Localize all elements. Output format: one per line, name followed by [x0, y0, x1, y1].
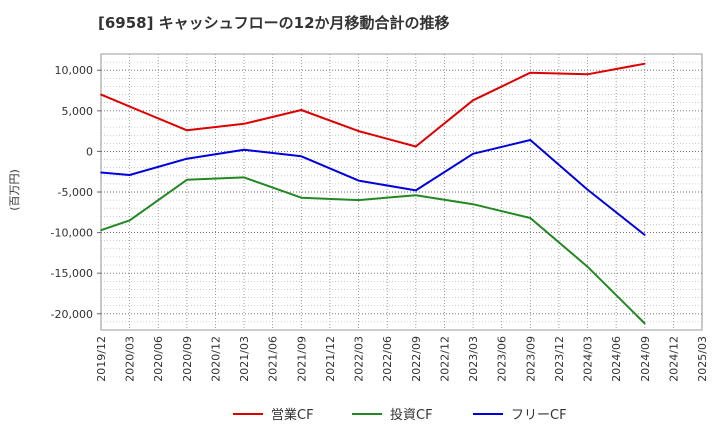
legend: 営業CF 投資CF フリーCF	[233, 407, 567, 423]
series-lines	[100, 62, 646, 325]
legend-label: 営業CF	[271, 407, 314, 423]
x-tick-label: 2020/06	[152, 336, 165, 382]
data-point	[186, 129, 188, 132]
data-point	[472, 203, 474, 205]
y-tick-label: 0	[86, 145, 93, 158]
data-point	[128, 219, 131, 222]
data-point	[186, 157, 188, 160]
data-point	[415, 145, 417, 148]
data-point	[100, 229, 102, 231]
legend-label: フリーCF	[511, 408, 567, 423]
x-tick-label: 2020/09	[181, 336, 194, 382]
y-axis: 10,000 5,000 0 -5,000 -10,000 -15,000 -20,000	[51, 64, 101, 321]
y-axis-label: (百万円)	[8, 169, 21, 211]
data-point	[472, 99, 474, 102]
grid-lines	[100, 53, 703, 331]
data-point	[357, 130, 360, 132]
y-tick-label: -15,000	[51, 267, 93, 280]
data-point	[100, 171, 102, 174]
data-point	[529, 139, 532, 141]
data-point	[586, 188, 589, 191]
data-point	[300, 196, 303, 199]
chart-title: [6958] キャッシュフローの12か月移動合計の推移	[98, 14, 450, 32]
data-point	[357, 199, 360, 201]
x-tick-label: 2025/03	[696, 336, 709, 382]
data-point	[357, 179, 360, 182]
data-point	[586, 265, 589, 268]
x-tick-label: 2024/06	[610, 336, 623, 382]
series-line-営業CF	[100, 62, 645, 148]
data-point	[529, 71, 532, 74]
x-tick-label: 2023/06	[496, 336, 509, 382]
y-tick-label: -5,000	[58, 186, 93, 199]
legend-item: 投資CF	[352, 407, 433, 423]
data-point	[529, 217, 532, 219]
data-point	[300, 109, 303, 111]
data-point	[472, 153, 474, 155]
data-point	[586, 73, 589, 76]
y-tick-label: 10,000	[55, 64, 94, 77]
x-tick-label: 2021/06	[267, 336, 280, 382]
x-tick-label: 2024/12	[667, 336, 680, 382]
x-tick-label: 2020/12	[209, 336, 222, 382]
data-point	[128, 174, 131, 176]
x-tick-label: 2024/09	[639, 336, 652, 382]
y-tick-label: -10,000	[51, 227, 93, 240]
data-point	[415, 194, 417, 197]
data-point	[186, 179, 188, 181]
x-tick-label: 2023/03	[467, 336, 480, 382]
x-tick-label: 2022/03	[353, 336, 366, 382]
x-tick-label: 2021/03	[238, 336, 251, 382]
x-tick-label: 2022/12	[438, 336, 451, 382]
data-point	[243, 176, 245, 179]
legend-label: 投資CF	[390, 407, 433, 423]
x-tick-label: 2024/03	[582, 336, 595, 382]
data-point	[300, 155, 303, 158]
data-point	[243, 148, 245, 151]
x-tick-label: 2021/09	[295, 336, 308, 382]
y-tick-label: -20,000	[51, 308, 93, 321]
data-point	[243, 123, 245, 125]
data-point	[643, 62, 646, 65]
y-tick-label: 5,000	[62, 105, 94, 118]
x-tick-label: 2023/12	[553, 336, 566, 382]
x-tick-label: 2020/03	[124, 336, 137, 382]
x-tick-label: 2022/06	[381, 336, 394, 382]
legend-item: フリーCF	[473, 408, 567, 423]
data-point	[415, 189, 417, 192]
x-axis: 2019/12 2020/03 2020/06 2020/09 2020/12 2021/…	[95, 336, 709, 382]
x-tick-label: 2021/12	[324, 336, 337, 382]
data-point	[643, 234, 646, 236]
legend-item: 営業CF	[233, 407, 314, 423]
x-tick-label: 2022/09	[410, 336, 423, 382]
x-tick-label: 2019/12	[95, 336, 108, 382]
x-tick-label: 2023/09	[524, 336, 537, 382]
data-point	[100, 93, 102, 96]
data-point	[643, 322, 646, 325]
